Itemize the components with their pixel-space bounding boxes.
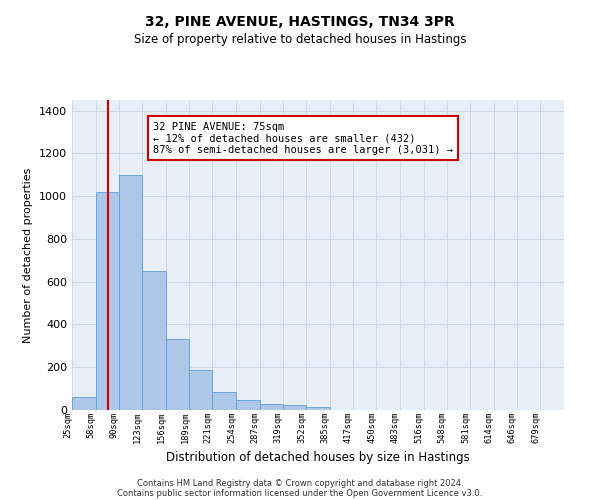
Bar (260, 404, 283, 410)
Bar (95, 192, 119, 410)
Text: Size of property relative to detached houses in Hastings: Size of property relative to detached ho… (134, 32, 466, 46)
Bar (142, 271, 166, 410)
Text: Contains HM Land Registry data © Crown copyright and database right 2024.: Contains HM Land Registry data © Crown c… (137, 478, 463, 488)
Text: 32 PINE AVENUE: 75sqm
← 12% of detached houses are smaller (432)
87% of semi-det: 32 PINE AVENUE: 75sqm ← 12% of detached … (153, 122, 453, 155)
Bar (212, 392, 236, 410)
X-axis label: Distribution of detached houses by size in Hastings: Distribution of detached houses by size … (166, 451, 470, 464)
Bar (283, 406, 306, 410)
Text: Contains public sector information licensed under the Open Government Licence v3: Contains public sector information licen… (118, 488, 482, 498)
Bar (119, 175, 142, 410)
Y-axis label: Number of detached properties: Number of detached properties (23, 168, 34, 342)
Bar (166, 340, 190, 410)
Bar (236, 400, 260, 410)
Bar (72, 397, 95, 410)
Bar (306, 407, 330, 410)
Text: 32, PINE AVENUE, HASTINGS, TN34 3PR: 32, PINE AVENUE, HASTINGS, TN34 3PR (145, 15, 455, 29)
Bar (190, 370, 212, 410)
